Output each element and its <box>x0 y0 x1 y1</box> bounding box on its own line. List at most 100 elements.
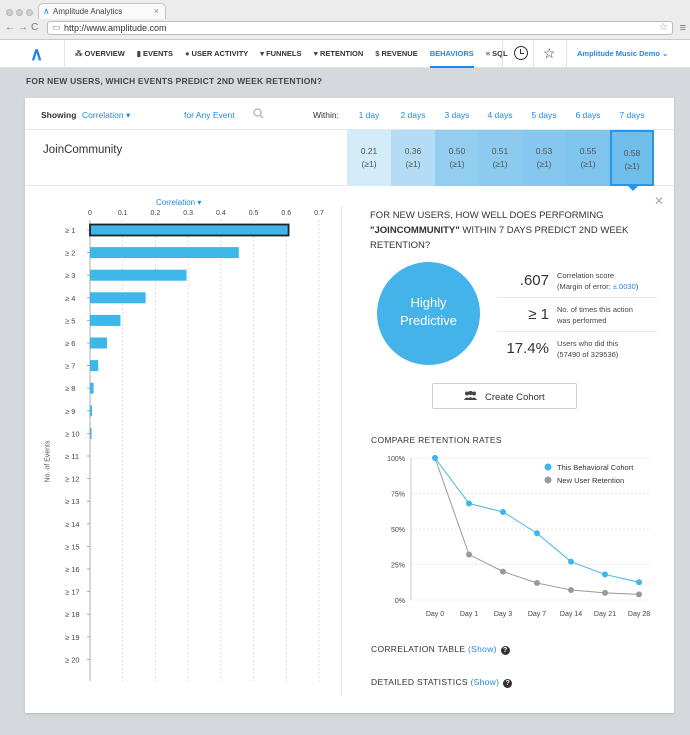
search-icon[interactable] <box>253 108 264 122</box>
chart-metric-dropdown[interactable]: Correlation ▾ <box>156 198 202 207</box>
day-column-4[interactable]: 4 days <box>487 110 513 120</box>
nav-item-retention[interactable]: ♥ RETENTION <box>313 40 363 68</box>
bar[interactable] <box>90 337 108 349</box>
window-controls[interactable] <box>6 7 36 19</box>
cell-threshold: (≥1) <box>624 161 640 171</box>
category-label: ≥ 17 <box>65 588 80 597</box>
close-tab-icon[interactable]: × <box>153 6 159 16</box>
data-point[interactable] <box>432 455 438 461</box>
sql-icon: ≡ <box>485 49 491 58</box>
category-label: ≥ 18 <box>65 610 80 619</box>
data-point[interactable] <box>466 551 472 558</box>
help-icon[interactable]: ? <box>503 679 513 688</box>
correlation-cell-day-5[interactable]: 0.53 (≥1) <box>522 130 566 186</box>
x-tick-label: Day 3 <box>494 611 512 618</box>
funnels-icon: ▾ <box>260 49 265 58</box>
data-point[interactable] <box>500 568 506 575</box>
help-icon[interactable]: ? <box>500 646 510 655</box>
data-point[interactable] <box>500 508 506 515</box>
bar[interactable] <box>90 269 187 281</box>
day-column-3[interactable]: 3 days <box>444 110 470 120</box>
stat-description: No. of times this action was performed <box>557 305 633 325</box>
tab-title: Amplitude Analytics <box>53 7 123 16</box>
data-point[interactable] <box>568 558 574 565</box>
page-title: FOR NEW USERS, WHICH EVENTS PREDICT 2ND … <box>26 76 323 86</box>
cell-threshold: (≥1) <box>405 159 421 169</box>
data-point[interactable] <box>534 530 540 537</box>
correlation-cell-day-2[interactable]: 0.36 (≥1) <box>391 130 435 186</box>
correlation-cell-day-7[interactable]: 0.58 (≥1) <box>610 130 654 186</box>
bar[interactable] <box>90 405 92 417</box>
correlation-cell-day-6[interactable]: 0.55 (≥1) <box>566 130 610 186</box>
clock-icon[interactable] <box>514 46 528 60</box>
showing-label: Showing <box>41 110 77 120</box>
bookmark-star-icon[interactable]: ☆ <box>659 22 668 33</box>
x-tick-label: 0 <box>88 210 92 217</box>
metric-dropdown[interactable]: Correlation ▾ <box>82 110 131 120</box>
correlation-cell-day-1[interactable]: 0.21 (≥1) <box>347 130 391 186</box>
browser-menu-icon[interactable]: ≡ <box>679 22 686 34</box>
address-bar[interactable]: ▭ http://www.amplitude.com ☆ <box>47 21 673 35</box>
data-point[interactable] <box>534 579 540 586</box>
day-column-5[interactable]: 5 days <box>531 110 557 120</box>
vertical-divider <box>341 206 342 696</box>
data-point[interactable] <box>602 571 608 578</box>
history-arrows[interactable]: ←→C <box>5 22 42 33</box>
bar[interactable] <box>90 314 121 326</box>
cell-threshold: (≥1) <box>492 159 508 169</box>
category-label: ≥ 8 <box>65 384 75 393</box>
bar[interactable] <box>90 247 239 259</box>
create-cohort-button[interactable]: Create Cohort <box>432 383 577 409</box>
bar[interactable] <box>90 427 92 439</box>
verdict-line1: Highly <box>410 295 447 310</box>
event-row[interactable]: JoinCommunity 0.21 (≥1) 0.36 (≥1) 0.50 (≥1) 0.… <box>25 130 674 191</box>
browser-tab[interactable]: ∧ Amplitude Analytics × <box>38 3 166 19</box>
data-point[interactable] <box>636 591 642 598</box>
detailed-statistics-show-link[interactable]: (Show) <box>470 677 500 687</box>
data-point[interactable] <box>636 579 642 586</box>
correlation-cell-day-3[interactable]: 0.50 (≥1) <box>435 130 479 186</box>
selected-pointer <box>627 185 639 191</box>
day-column-6[interactable]: 6 days <box>575 110 601 120</box>
page-icon: ▭ <box>52 22 61 32</box>
day-column-1[interactable]: 1 day <box>358 110 380 120</box>
category-label: ≥ 7 <box>65 362 75 371</box>
stat-correlation: .607 Correlation score (Margin of error: … <box>497 266 657 298</box>
amplitude-logo-icon[interactable]: ∧ <box>30 44 44 64</box>
correlation-table-show-link[interactable]: (Show) <box>468 644 497 654</box>
nav-divider <box>533 40 534 68</box>
data-point[interactable] <box>466 500 472 507</box>
x-tick-label: Day 7 <box>528 611 546 618</box>
bar[interactable] <box>90 360 99 372</box>
cell-value: 0.51 <box>491 146 509 156</box>
nav-item-behaviors[interactable]: BEHAVIORS <box>429 40 474 68</box>
category-label: ≥ 4 <box>65 294 75 303</box>
day-column-7[interactable]: 7 days <box>619 110 645 120</box>
data-point[interactable] <box>568 587 574 594</box>
bar[interactable] <box>89 223 290 237</box>
nav-item-overview[interactable]: ⁂ OVERVIEW <box>75 40 125 68</box>
event-filter-dropdown[interactable]: for Any Event <box>184 110 235 120</box>
nav-divider <box>566 40 567 68</box>
x-tick-label: 0.7 <box>314 210 324 217</box>
nav-item-events[interactable]: ▮ EVENTS <box>137 40 173 68</box>
retention-line-chart: 0% 25% 50% 75% 100% Day 0 Day 1 Day 3 Day 7 Day 1… <box>387 455 651 618</box>
nav-item-sql[interactable]: ≡ SQL <box>486 40 508 68</box>
cell-value: 0.53 <box>535 146 553 156</box>
behaviors-panel: Showing Correlation ▾ for Any Event With… <box>25 98 674 713</box>
user-activity-icon: ● <box>184 49 190 58</box>
day-column-2[interactable]: 2 days <box>400 110 426 120</box>
org-selector[interactable]: Amplitude Music Demo ⌄ <box>577 49 669 58</box>
cell-threshold: (≥1) <box>580 159 596 169</box>
star-icon[interactable]: ☆ <box>543 45 556 61</box>
category-label: ≥ 19 <box>65 633 80 642</box>
nav-item-funnels[interactable]: ▾ FUNNELS <box>260 40 301 68</box>
correlation-cell-day-4[interactable]: 0.51 (≥1) <box>478 130 522 186</box>
nav-item-revenue[interactable]: $ REVENUE <box>375 40 417 68</box>
data-point[interactable] <box>602 589 608 596</box>
close-icon[interactable]: ✕ <box>654 194 665 208</box>
bar[interactable] <box>90 382 94 394</box>
event-name: JoinCommunity <box>43 144 123 156</box>
nav-item-user-activity[interactable]: ● USER ACTIVITY <box>185 40 248 68</box>
bar[interactable] <box>90 292 146 304</box>
